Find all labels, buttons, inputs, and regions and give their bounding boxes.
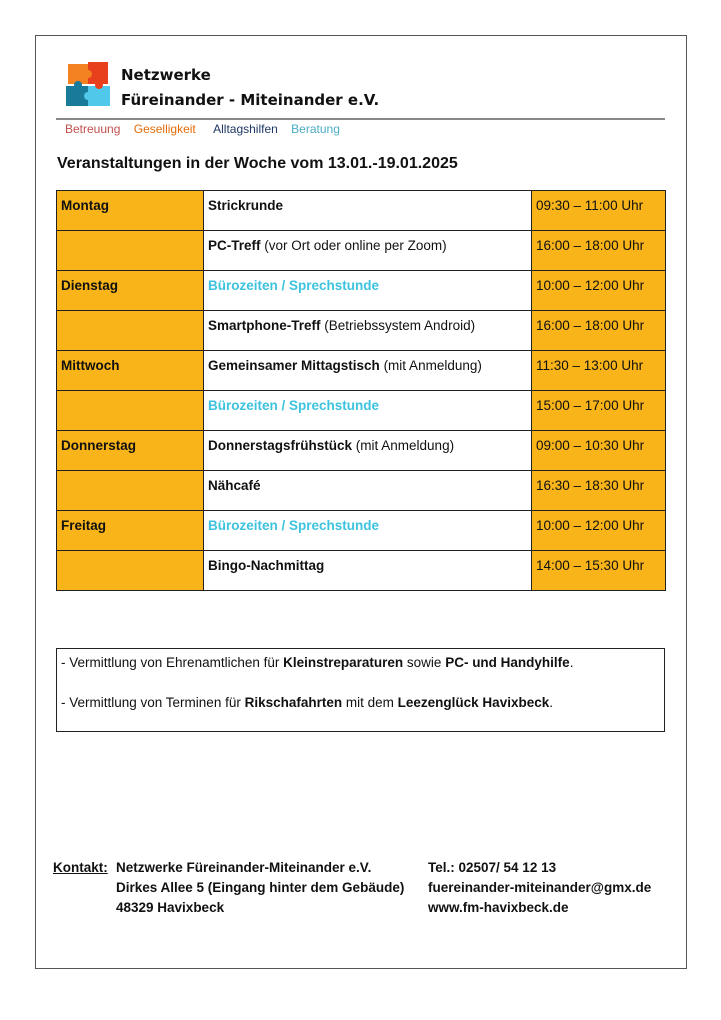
contact-name: Netzwerke Füreinander-Miteinander e.V.: [116, 860, 372, 875]
event-name: Bürozeiten / Sprechstunde: [208, 278, 380, 293]
notes-box: - Vermittlung von Ehrenamtlichen für Kle…: [56, 648, 665, 732]
time-cell: 16:00 – 18:00 Uhr: [531, 310, 666, 351]
event-cell: Smartphone-Treff (Betriebssystem Android…: [203, 310, 532, 351]
event-note: (vor Ort oder online per Zoom): [260, 238, 447, 253]
event-name: Donnerstagsfrühstück: [208, 438, 353, 453]
event-name: Smartphone-Treff: [208, 318, 321, 333]
note-text: .: [569, 655, 574, 670]
event-cell: Donnerstagsfrühstück (mit Anmeldung): [203, 430, 532, 471]
time-cell: 10:00 – 12:00 Uhr: [531, 510, 666, 551]
contact-address: Netzwerke Füreinander-Miteinander e.V. D…: [116, 858, 404, 918]
note-line-1: - Vermittlung von Ehrenamtlichen für Kle…: [61, 655, 573, 670]
contact-website[interactable]: www.fm-havixbeck.de: [428, 900, 569, 915]
event-cell: Nähcafé: [203, 470, 532, 511]
schedule-row: Nähcafé 16:30 – 18:30 Uhr: [56, 470, 666, 511]
event-cell: Bürozeiten / Sprechstunde: [203, 510, 532, 551]
note-text: - Vermittlung von Ehrenamtlichen für: [61, 655, 284, 670]
event-name: Nähcafé: [208, 478, 261, 493]
org-name-line1: Netzwerke: [121, 66, 211, 84]
tag-betreuung: Betreuung: [65, 122, 121, 136]
contact-city: 48329 Havixbeck: [116, 900, 225, 915]
time-cell: 11:30 – 13:00 Uhr: [531, 350, 666, 391]
event-name: PC-Treff: [208, 238, 261, 253]
page-title: Veranstaltungen in der Woche vom 13.01.-…: [57, 155, 458, 172]
event-note: (mit Anmeldung): [352, 438, 455, 453]
event-cell: Gemeinsamer Mittagstisch (mit Anmeldung): [203, 350, 532, 391]
tag-alltagshilfen: Alltagshilfen: [213, 122, 278, 136]
note-text: sowie: [403, 655, 446, 670]
schedule-row: Montag Strickrunde 09:30 – 11:00 Uhr: [56, 190, 666, 231]
tag-geselligkeit: Geselligkeit: [133, 122, 196, 136]
event-name: Bürozeiten / Sprechstunde: [208, 518, 380, 533]
event-note: (Betriebssystem Android): [320, 318, 476, 333]
contact-label: Kontakt:: [53, 858, 108, 878]
event-cell: PC-Treff (vor Ort oder online per Zoom): [203, 230, 532, 271]
schedule-row: Freitag Bürozeiten / Sprechstunde 10:00 …: [56, 510, 666, 551]
day-cell: [56, 470, 204, 511]
day-cell: Montag: [56, 190, 204, 231]
event-cell: Bingo-Nachmittag: [203, 550, 532, 591]
event-name: Bingo-Nachmittag: [208, 558, 325, 573]
time-cell: 14:00 – 15:30 Uhr: [531, 550, 666, 591]
event-cell: Strickrunde: [203, 190, 532, 231]
note-line-2: - Vermittlung von Terminen für Rikschafa…: [61, 695, 553, 710]
contact-email[interactable]: fuereinander-miteinander@gmx.de: [428, 880, 652, 895]
tagline: Betreuung Geselligkeit Alltagshilfen Ber…: [65, 122, 350, 136]
event-note: (mit Anmeldung): [379, 358, 482, 373]
day-cell: [56, 390, 204, 431]
day-cell: Dienstag: [56, 270, 204, 311]
schedule-row: Mittwoch Gemeinsamer Mittagstisch (mit A…: [56, 350, 666, 391]
puzzle-logo-icon: [66, 62, 110, 106]
contact-street: Dirkes Allee 5 (Eingang hinter dem Gebäu…: [116, 880, 405, 895]
day-cell: Donnerstag: [56, 430, 204, 471]
note-bold: PC- und Handyhilfe: [445, 655, 570, 670]
event-name: Gemeinsamer Mittagstisch: [208, 358, 380, 373]
note-text: .: [549, 695, 553, 710]
contact-phone: Tel.: 02507/ 54 12 13: [428, 860, 557, 875]
schedule-row: PC-Treff (vor Ort oder online per Zoom) …: [56, 230, 666, 271]
note-bold: Leezenglück Havixbeck: [397, 695, 550, 710]
event-cell: Bürozeiten / Sprechstunde: [203, 390, 532, 431]
note-bold: Rikschafahrten: [244, 695, 343, 710]
note-text: mit dem: [342, 695, 398, 710]
contact-label-text: Kontakt:: [53, 860, 108, 875]
schedule-row: Donnerstag Donnerstagsfrühstück (mit Anm…: [56, 430, 666, 471]
time-cell: 16:30 – 18:30 Uhr: [531, 470, 666, 511]
day-cell: Freitag: [56, 510, 204, 551]
day-cell: [56, 310, 204, 351]
event-name: Bürozeiten / Sprechstunde: [208, 398, 380, 413]
header-divider: [56, 118, 665, 120]
schedule-row: Bingo-Nachmittag 14:00 – 15:30 Uhr: [56, 550, 666, 591]
day-cell: [56, 230, 204, 271]
event-cell: Bürozeiten / Sprechstunde: [203, 270, 532, 311]
schedule-row: Dienstag Bürozeiten / Sprechstunde 10:00…: [56, 270, 666, 311]
note-text: - Vermittlung von Terminen für: [61, 695, 245, 710]
time-cell: 16:00 – 18:00 Uhr: [531, 230, 666, 271]
schedule-row: Bürozeiten / Sprechstunde 15:00 – 17:00 …: [56, 390, 666, 431]
schedule-table: Montag Strickrunde 09:30 – 11:00 Uhr PC-…: [56, 190, 666, 591]
day-cell: [56, 550, 204, 591]
event-name: Strickrunde: [208, 198, 284, 213]
contact-details: Tel.: 02507/ 54 12 13 fuereinander-mitei…: [428, 858, 651, 918]
time-cell: 09:00 – 10:30 Uhr: [531, 430, 666, 471]
page-border: [35, 35, 687, 969]
schedule-row: Smartphone-Treff (Betriebssystem Android…: [56, 310, 666, 351]
day-cell: Mittwoch: [56, 350, 204, 391]
tag-beratung: Beratung: [291, 122, 340, 136]
time-cell: 09:30 – 11:00 Uhr: [531, 190, 666, 231]
time-cell: 10:00 – 12:00 Uhr: [531, 270, 666, 311]
org-name-line2: Füreinander - Miteinander e.V.: [121, 91, 380, 109]
note-bold: Kleinstreparaturen: [283, 655, 404, 670]
time-cell: 15:00 – 17:00 Uhr: [531, 390, 666, 431]
